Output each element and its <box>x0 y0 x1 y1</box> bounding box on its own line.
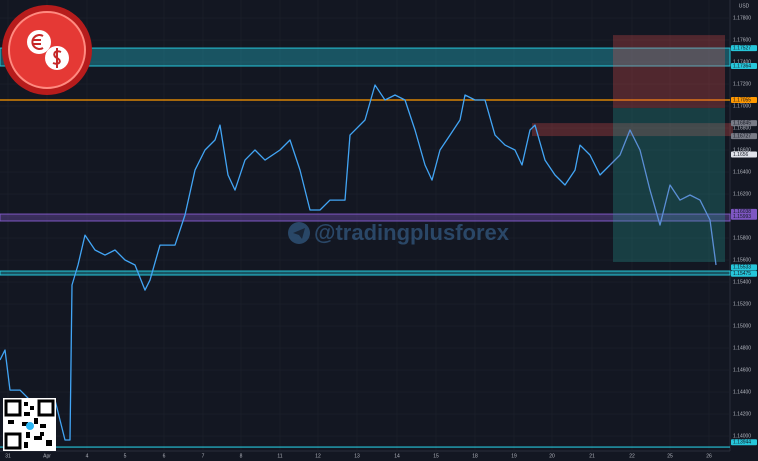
price-badge <box>731 270 757 277</box>
x-tick-label: Apr <box>43 453 51 459</box>
price-badge <box>731 264 757 271</box>
x-tick-label: 19 <box>511 453 517 459</box>
x-tick-label: 25 <box>667 453 673 459</box>
x-tick-label: 7 <box>202 453 205 459</box>
logo <box>2 5 92 95</box>
position-box <box>532 123 733 137</box>
logo-dollar-sign <box>52 48 62 68</box>
x-tick-label: 5 <box>124 453 127 459</box>
zone <box>0 270 731 276</box>
y-tick-label: 1.17800 <box>733 15 751 21</box>
y-tick-label: 1.16400 <box>733 169 751 175</box>
qr-center <box>26 422 34 430</box>
y-tick-label: 1.15400 <box>733 279 751 285</box>
y-tick-label: 1.15200 <box>733 301 751 307</box>
price-badge-label: 1.15533 <box>733 265 751 271</box>
x-tick-label: 12 <box>315 453 321 459</box>
price-badge-label: 1.17364 <box>733 63 751 69</box>
price-badge <box>731 120 757 127</box>
x-tick-label: 22 <box>629 453 635 459</box>
price-badge <box>731 151 757 158</box>
y-tick-label: 1.14000 <box>733 433 751 439</box>
qr-finder <box>37 399 55 417</box>
position-box <box>613 35 725 109</box>
x-tick-label: 26 <box>706 453 712 459</box>
price-badge-label: 1.13944 <box>733 440 751 446</box>
x-tick-label: 21 <box>589 453 595 459</box>
qr-finder <box>4 399 22 417</box>
y-tick-label: 1.16600 <box>733 147 751 153</box>
price-badge <box>731 96 757 103</box>
x-tick-label: 14 <box>394 453 400 459</box>
price-badge <box>731 63 757 69</box>
watermark: @tradingplusforex <box>288 220 510 245</box>
logo-euro <box>27 30 51 54</box>
price-badge <box>731 213 757 220</box>
price-badge-label: 1.15993 <box>733 214 751 220</box>
y-tick-label: 1.15800 <box>733 235 751 241</box>
price-badge-label: 1.17055 <box>733 97 751 103</box>
price-line <box>0 84 611 441</box>
y-tick-label: 1.14800 <box>733 345 751 351</box>
y-tick-label: 1.15600 <box>733 257 751 263</box>
price-badge <box>731 208 757 215</box>
x-tick-label: 11 <box>277 453 282 459</box>
zone <box>0 47 731 67</box>
price-badge-label: 1.16845 <box>733 120 751 126</box>
y-tick-label: 1.17000 <box>733 103 751 109</box>
y-tick-label: 1.14400 <box>733 389 751 395</box>
y-tick-label: 1.17600 <box>733 37 751 43</box>
y-tick-label: 1.15000 <box>733 323 751 329</box>
x-tick-label: 4 <box>86 453 89 459</box>
qr-code <box>3 398 56 451</box>
price-badge-label: 1.16038 <box>733 209 751 215</box>
telegram-plane <box>293 228 305 239</box>
y-tick-label: 1.16800 <box>733 125 751 131</box>
y-tick-label: 1.14600 <box>733 367 751 373</box>
price-badge-label: 1.16727 <box>733 133 751 139</box>
price-badge <box>731 45 757 52</box>
x-tick-label: 8 <box>240 453 243 459</box>
price-badge <box>731 133 757 140</box>
qr-modules <box>8 402 52 448</box>
y-tick-label: 1.14200 <box>733 411 751 417</box>
x-tick-label: 18 <box>472 453 478 459</box>
y-tick-label: 1.17400 <box>733 59 751 65</box>
x-tick-label: 13 <box>354 453 360 459</box>
logo-euro-sign <box>31 34 44 50</box>
x-tick-label: 31 <box>5 453 11 459</box>
x-tick-label: 20 <box>549 453 555 459</box>
currency-label: USD <box>739 3 750 9</box>
y-tick-label: 1.17200 <box>733 81 751 87</box>
price-line <box>609 129 717 266</box>
y-tick-label: 1.16200 <box>733 191 751 197</box>
price-badge <box>731 439 757 446</box>
qr-finder <box>4 432 22 450</box>
zone <box>0 213 731 222</box>
x-tick-label: 6 <box>163 453 166 459</box>
watermark-text: @tradingplusforex <box>314 220 510 245</box>
price-badge-label: 1.17527 <box>733 45 751 51</box>
price-badge-label: 1.15475 <box>733 271 751 277</box>
price-badge-label: 1.1656 <box>733 152 749 158</box>
x-tick-label: 15 <box>433 453 439 459</box>
